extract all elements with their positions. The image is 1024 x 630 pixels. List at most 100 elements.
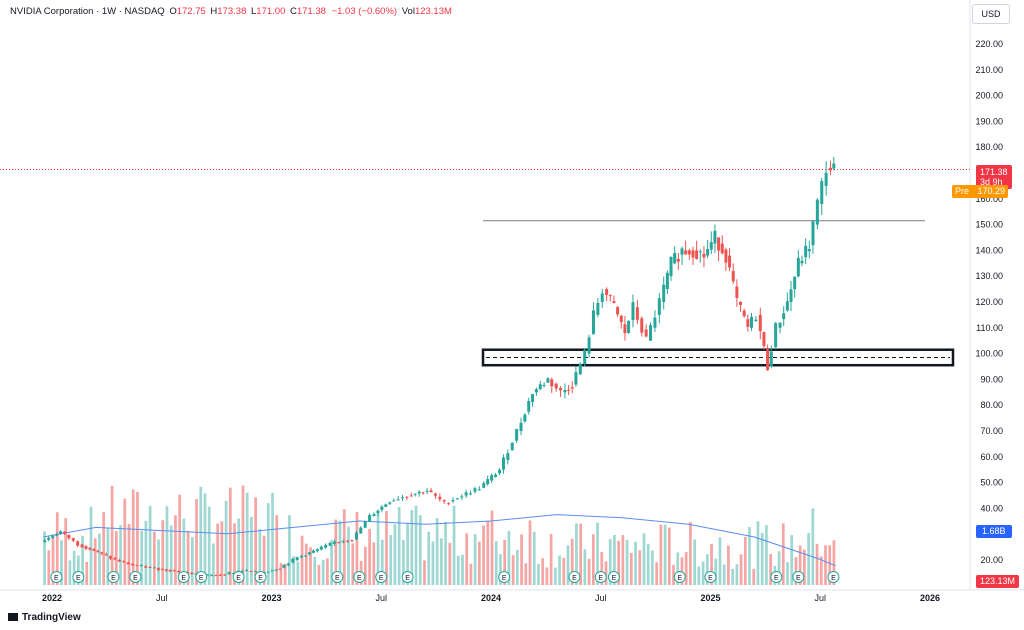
volume-bar bbox=[64, 518, 68, 585]
volume-bar bbox=[655, 562, 659, 585]
candle-body bbox=[820, 181, 824, 204]
candle-body bbox=[341, 541, 345, 543]
volume-bar bbox=[102, 511, 106, 585]
symbol-header: NVIDIA Corporation · 1W · NASDAQ O172.75… bbox=[10, 6, 452, 17]
volume-bar bbox=[119, 525, 122, 585]
y-tick-label: 150.00 bbox=[975, 220, 1003, 230]
volume-bar bbox=[819, 556, 823, 585]
volume-bar bbox=[47, 550, 51, 585]
volume-bar bbox=[638, 550, 642, 585]
volume-bar bbox=[440, 538, 443, 585]
candle-body bbox=[684, 250, 688, 255]
candle-body bbox=[384, 504, 388, 507]
volume-bar bbox=[634, 541, 637, 585]
candle-body bbox=[380, 506, 384, 510]
candle-body bbox=[550, 379, 554, 387]
candle-body bbox=[43, 540, 47, 542]
candle-body bbox=[372, 514, 376, 517]
candle-body bbox=[278, 568, 282, 570]
candle-body bbox=[144, 566, 148, 568]
volume-bar bbox=[524, 563, 528, 585]
candle-body bbox=[429, 490, 433, 493]
volume-bar bbox=[735, 564, 739, 585]
candle-body bbox=[433, 493, 437, 496]
volume-bar bbox=[283, 563, 287, 585]
candle-body bbox=[295, 557, 299, 560]
volume-bar bbox=[81, 535, 84, 585]
candle-body bbox=[396, 499, 400, 501]
candle-body bbox=[354, 532, 358, 540]
candle-body bbox=[152, 567, 156, 569]
volume-bar bbox=[174, 515, 177, 585]
volume-bar bbox=[165, 506, 169, 585]
earnings-marker-glyph: E bbox=[405, 575, 410, 582]
candle-body bbox=[793, 276, 797, 290]
candle-body bbox=[762, 332, 766, 346]
candle-body bbox=[578, 363, 582, 375]
candle-body bbox=[754, 319, 758, 322]
candle-body bbox=[824, 172, 828, 186]
candle-body bbox=[190, 572, 194, 574]
candle-body bbox=[498, 469, 502, 474]
earnings-marker-glyph: E bbox=[379, 575, 384, 582]
earnings-marker-glyph: E bbox=[774, 575, 779, 582]
ma-value-tag: 1.68B bbox=[976, 525, 1012, 538]
volume-bar bbox=[110, 485, 114, 585]
candle-body bbox=[401, 497, 405, 499]
volume-bar bbox=[317, 564, 321, 585]
volume-bar bbox=[385, 511, 388, 585]
volume-bar bbox=[697, 566, 701, 585]
volume-bar bbox=[575, 523, 578, 585]
volume-bar bbox=[553, 567, 557, 585]
candle-body bbox=[328, 542, 332, 546]
y-tick-label: 190.00 bbox=[975, 116, 1003, 126]
high-value: 173.38 bbox=[217, 6, 247, 17]
symbol-title[interactable]: NVIDIA Corporation · 1W · NASDAQ bbox=[10, 6, 165, 17]
volume-bar bbox=[503, 539, 507, 585]
volume-bar bbox=[321, 559, 325, 585]
candle-body bbox=[291, 558, 295, 563]
candle-body bbox=[324, 544, 328, 548]
candle-body bbox=[122, 561, 126, 563]
earnings-marker-glyph: E bbox=[258, 575, 263, 582]
volume-bar bbox=[397, 506, 401, 585]
y-tick-label: 200.00 bbox=[975, 91, 1003, 101]
candle-body bbox=[691, 250, 695, 258]
volume-bar bbox=[667, 527, 671, 585]
tradingview-branding[interactable]: TradingView bbox=[8, 612, 81, 623]
volume-bar bbox=[389, 535, 393, 585]
volume-bar bbox=[279, 562, 283, 585]
volume-bar bbox=[43, 531, 46, 585]
volume-bar bbox=[676, 552, 680, 585]
volume-bar bbox=[114, 531, 118, 585]
candle-body bbox=[350, 540, 354, 542]
candle-body bbox=[100, 552, 104, 554]
candle-body bbox=[680, 248, 684, 255]
volume-bar bbox=[629, 552, 633, 585]
volume-bar bbox=[494, 541, 498, 585]
candle-body bbox=[249, 570, 253, 572]
volume-bar bbox=[515, 549, 519, 585]
volume-bar bbox=[456, 555, 460, 585]
volume-bar bbox=[203, 493, 207, 585]
candle-body bbox=[612, 301, 616, 304]
volume-bar bbox=[140, 530, 144, 585]
volume-bar bbox=[545, 567, 549, 585]
volume-bar bbox=[482, 525, 485, 585]
volume-bar bbox=[178, 494, 182, 585]
candle-body bbox=[807, 249, 811, 252]
y-tick-label: 100.00 bbox=[975, 349, 1003, 359]
volume-bar bbox=[465, 533, 469, 585]
candle-body bbox=[829, 167, 833, 171]
y-tick-label: 110.00 bbox=[976, 323, 1003, 333]
candle-body bbox=[554, 383, 558, 389]
volume-bar bbox=[304, 543, 308, 585]
candle-body bbox=[227, 572, 231, 575]
volume-bar bbox=[663, 524, 667, 585]
candle-body bbox=[619, 315, 623, 323]
volume-bar bbox=[342, 509, 346, 585]
candle-body bbox=[315, 549, 319, 552]
candle-body bbox=[832, 163, 836, 169]
currency-button[interactable]: USD bbox=[972, 4, 1010, 24]
